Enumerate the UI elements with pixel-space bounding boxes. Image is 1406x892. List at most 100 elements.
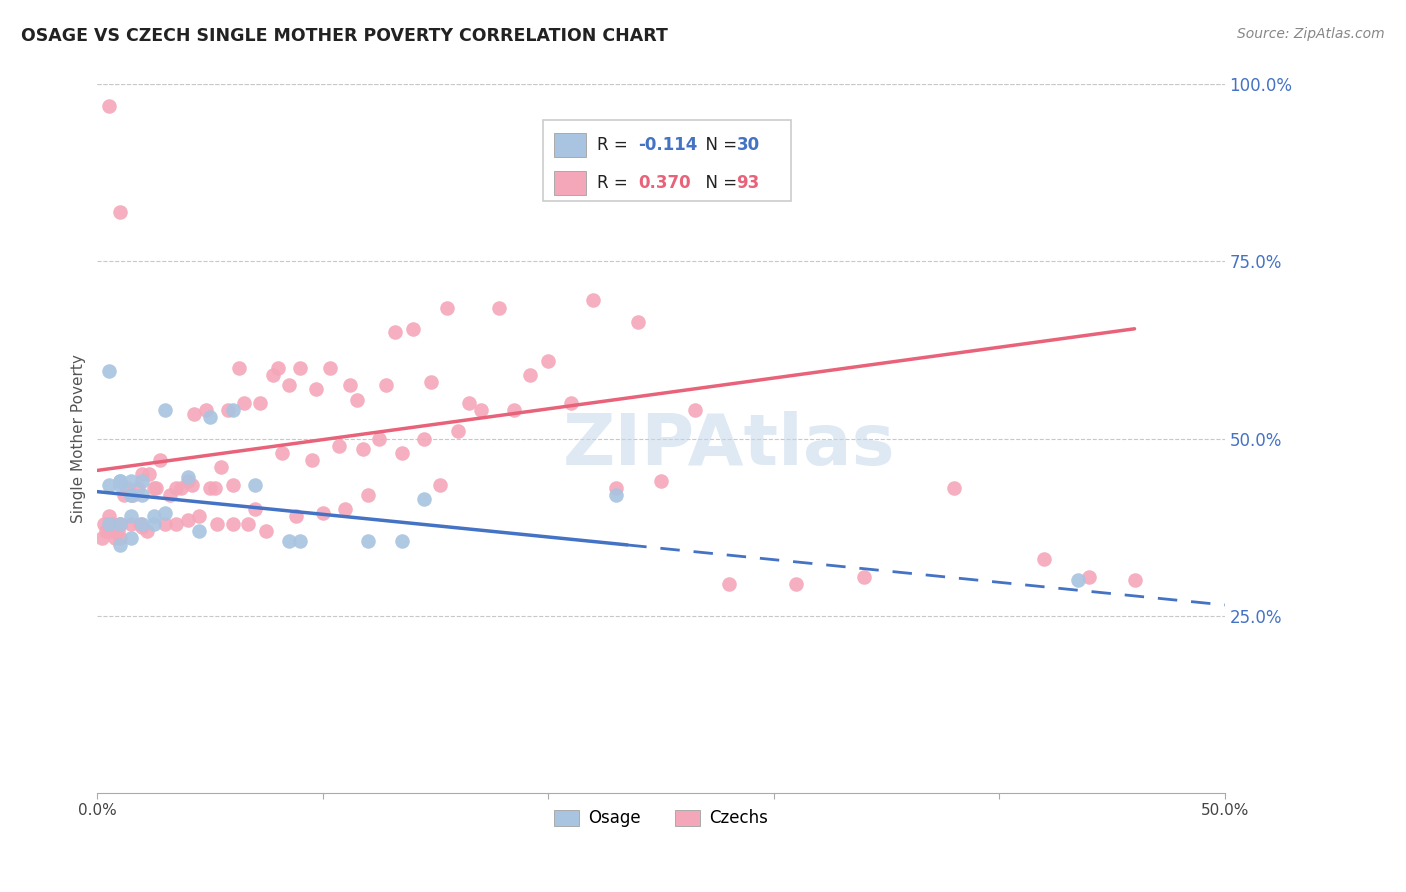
Point [115,481,138,495]
Point [101,516,124,531]
Point [97,477,120,491]
Point [391,534,413,549]
Point [165,516,187,531]
Point [183,407,205,421]
Point [339,378,361,392]
Point [262,368,284,382]
Point [108,538,131,552]
Point [271,446,294,460]
Text: N =: N = [695,136,742,154]
Point [346,392,368,407]
Point [120,488,142,502]
Point [943,481,966,495]
Point [1123,573,1146,587]
Point [205,516,228,531]
Point [1067,573,1090,587]
Text: N =: N = [695,174,742,192]
Point [187,524,209,538]
Point [683,403,706,417]
Point [112,488,135,502]
Point [153,506,176,520]
FancyBboxPatch shape [543,120,790,202]
Point [108,516,131,531]
Point [402,322,425,336]
Point [301,452,323,467]
Point [142,509,165,524]
Point [429,477,451,491]
Point [217,403,239,417]
Point [145,481,167,495]
Point [278,534,301,549]
Point [131,516,153,531]
Point [357,534,380,549]
Text: 30: 30 [737,136,759,154]
Point [120,509,142,524]
Point [1078,569,1101,583]
Point [97,98,120,112]
Point [108,516,131,531]
Point [131,467,153,481]
Point [165,481,187,495]
Point [142,481,165,495]
Point [221,516,243,531]
Point [170,481,193,495]
Point [470,403,492,417]
Point [352,442,374,457]
Point [420,375,443,389]
Point [136,524,159,538]
Point [181,477,204,491]
Point [120,516,142,531]
Point [120,488,142,502]
Point [120,531,142,545]
Point [413,491,436,506]
Point [176,470,198,484]
Point [131,520,153,534]
Point [104,531,127,545]
Point [198,410,221,425]
Point [142,516,165,531]
Point [335,502,357,516]
Point [243,502,266,516]
Point [153,403,176,417]
Point [93,516,115,531]
Point [97,364,120,378]
Point [290,360,312,375]
Point [204,481,226,495]
Point [368,432,391,446]
Point [108,516,131,531]
Point [108,531,131,545]
FancyBboxPatch shape [554,133,585,157]
Point [458,396,481,410]
Point [107,524,129,538]
Point [328,439,350,453]
Point [488,301,510,315]
Point [138,467,160,481]
Point [717,576,740,591]
Point [391,446,413,460]
Point [238,516,260,531]
Point [375,378,398,392]
Point [582,293,605,308]
Point [256,524,278,538]
Point [852,569,875,583]
Legend: Osage, Czechs: Osage, Czechs [547,803,775,834]
FancyBboxPatch shape [554,170,585,194]
Point [97,509,120,524]
Point [127,481,149,495]
Point [249,396,271,410]
Point [187,509,209,524]
Point [176,513,198,527]
Point [503,403,526,417]
Point [108,474,131,488]
Point [519,368,541,382]
Point [209,459,232,474]
Text: 93: 93 [737,174,759,192]
Point [357,488,380,502]
Point [176,474,198,488]
Point [650,474,672,488]
Point [108,474,131,488]
Point [120,474,142,488]
Text: -0.114: -0.114 [638,136,697,154]
Point [318,360,340,375]
Point [384,326,406,340]
